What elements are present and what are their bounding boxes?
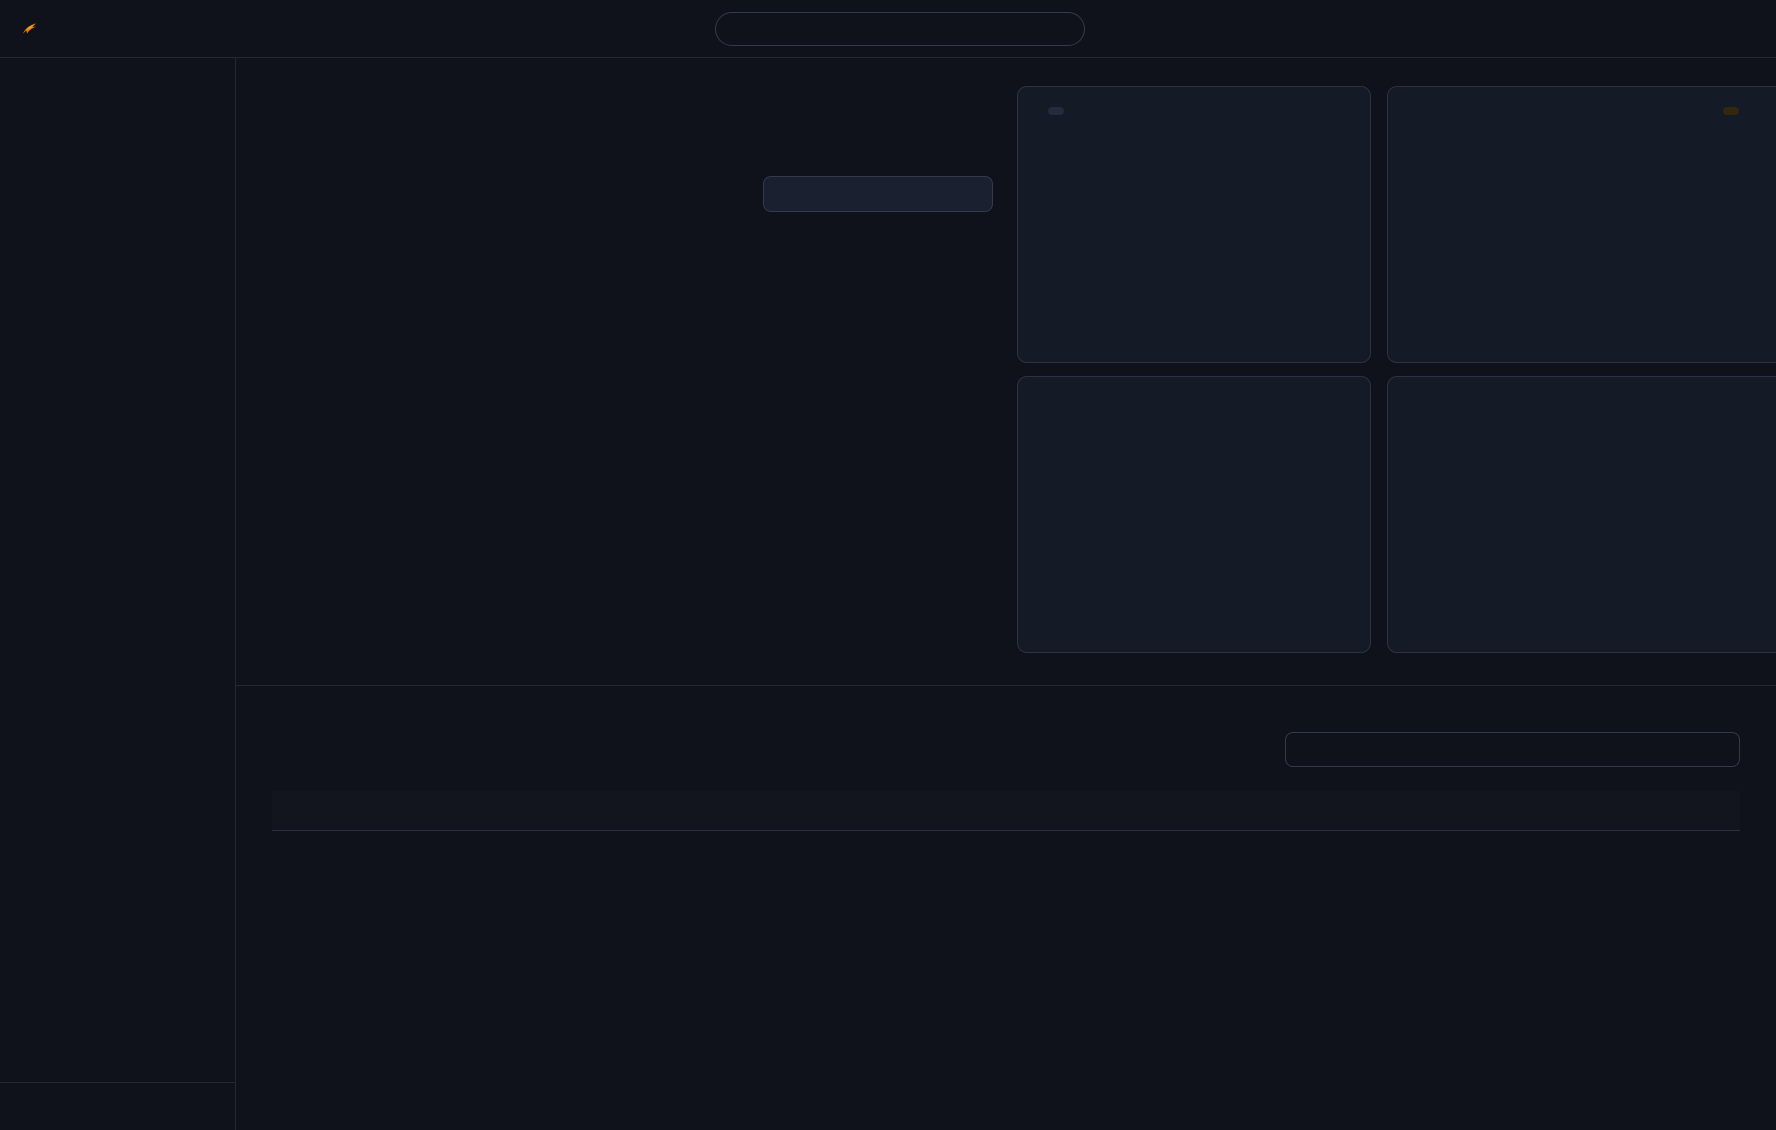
total-orders-card: [1017, 86, 1371, 363]
kpi-cards: [1017, 58, 1776, 685]
total-orders-badge: [1048, 107, 1064, 115]
new-customers-line-chart: [1408, 182, 1776, 266]
reviews-search[interactable]: [1285, 732, 1740, 767]
latest-reviews-section: [236, 686, 1776, 831]
total-orders-bar-chart: [1127, 185, 1262, 277]
global-search-input[interactable]: [740, 21, 1069, 36]
new-customers-badge: [1723, 107, 1739, 115]
date-range-select[interactable]: [763, 176, 993, 212]
paying-donut-chart: [1408, 442, 1776, 592]
top-coupons-card: [1017, 376, 1371, 653]
global-search[interactable]: [715, 11, 1085, 46]
phoenix-logo-icon: [22, 21, 37, 36]
collapsed-view-toggle[interactable]: [0, 1082, 235, 1130]
total-sells-chart-svg: [272, 238, 988, 490]
reviews-table-header: [272, 791, 1740, 831]
top-navbar: [0, 0, 1776, 58]
brand[interactable]: [22, 21, 46, 36]
dashboard-top-section: [236, 58, 1776, 686]
reviews-search-input[interactable]: [1307, 742, 1727, 757]
new-customers-card: [1387, 86, 1776, 363]
total-sells-chart: [272, 238, 993, 502]
paying-vs-nonpaying-card: [1387, 376, 1776, 653]
top-coupons-donut-chart: [1124, 453, 1264, 581]
sidebar: [0, 58, 236, 1130]
